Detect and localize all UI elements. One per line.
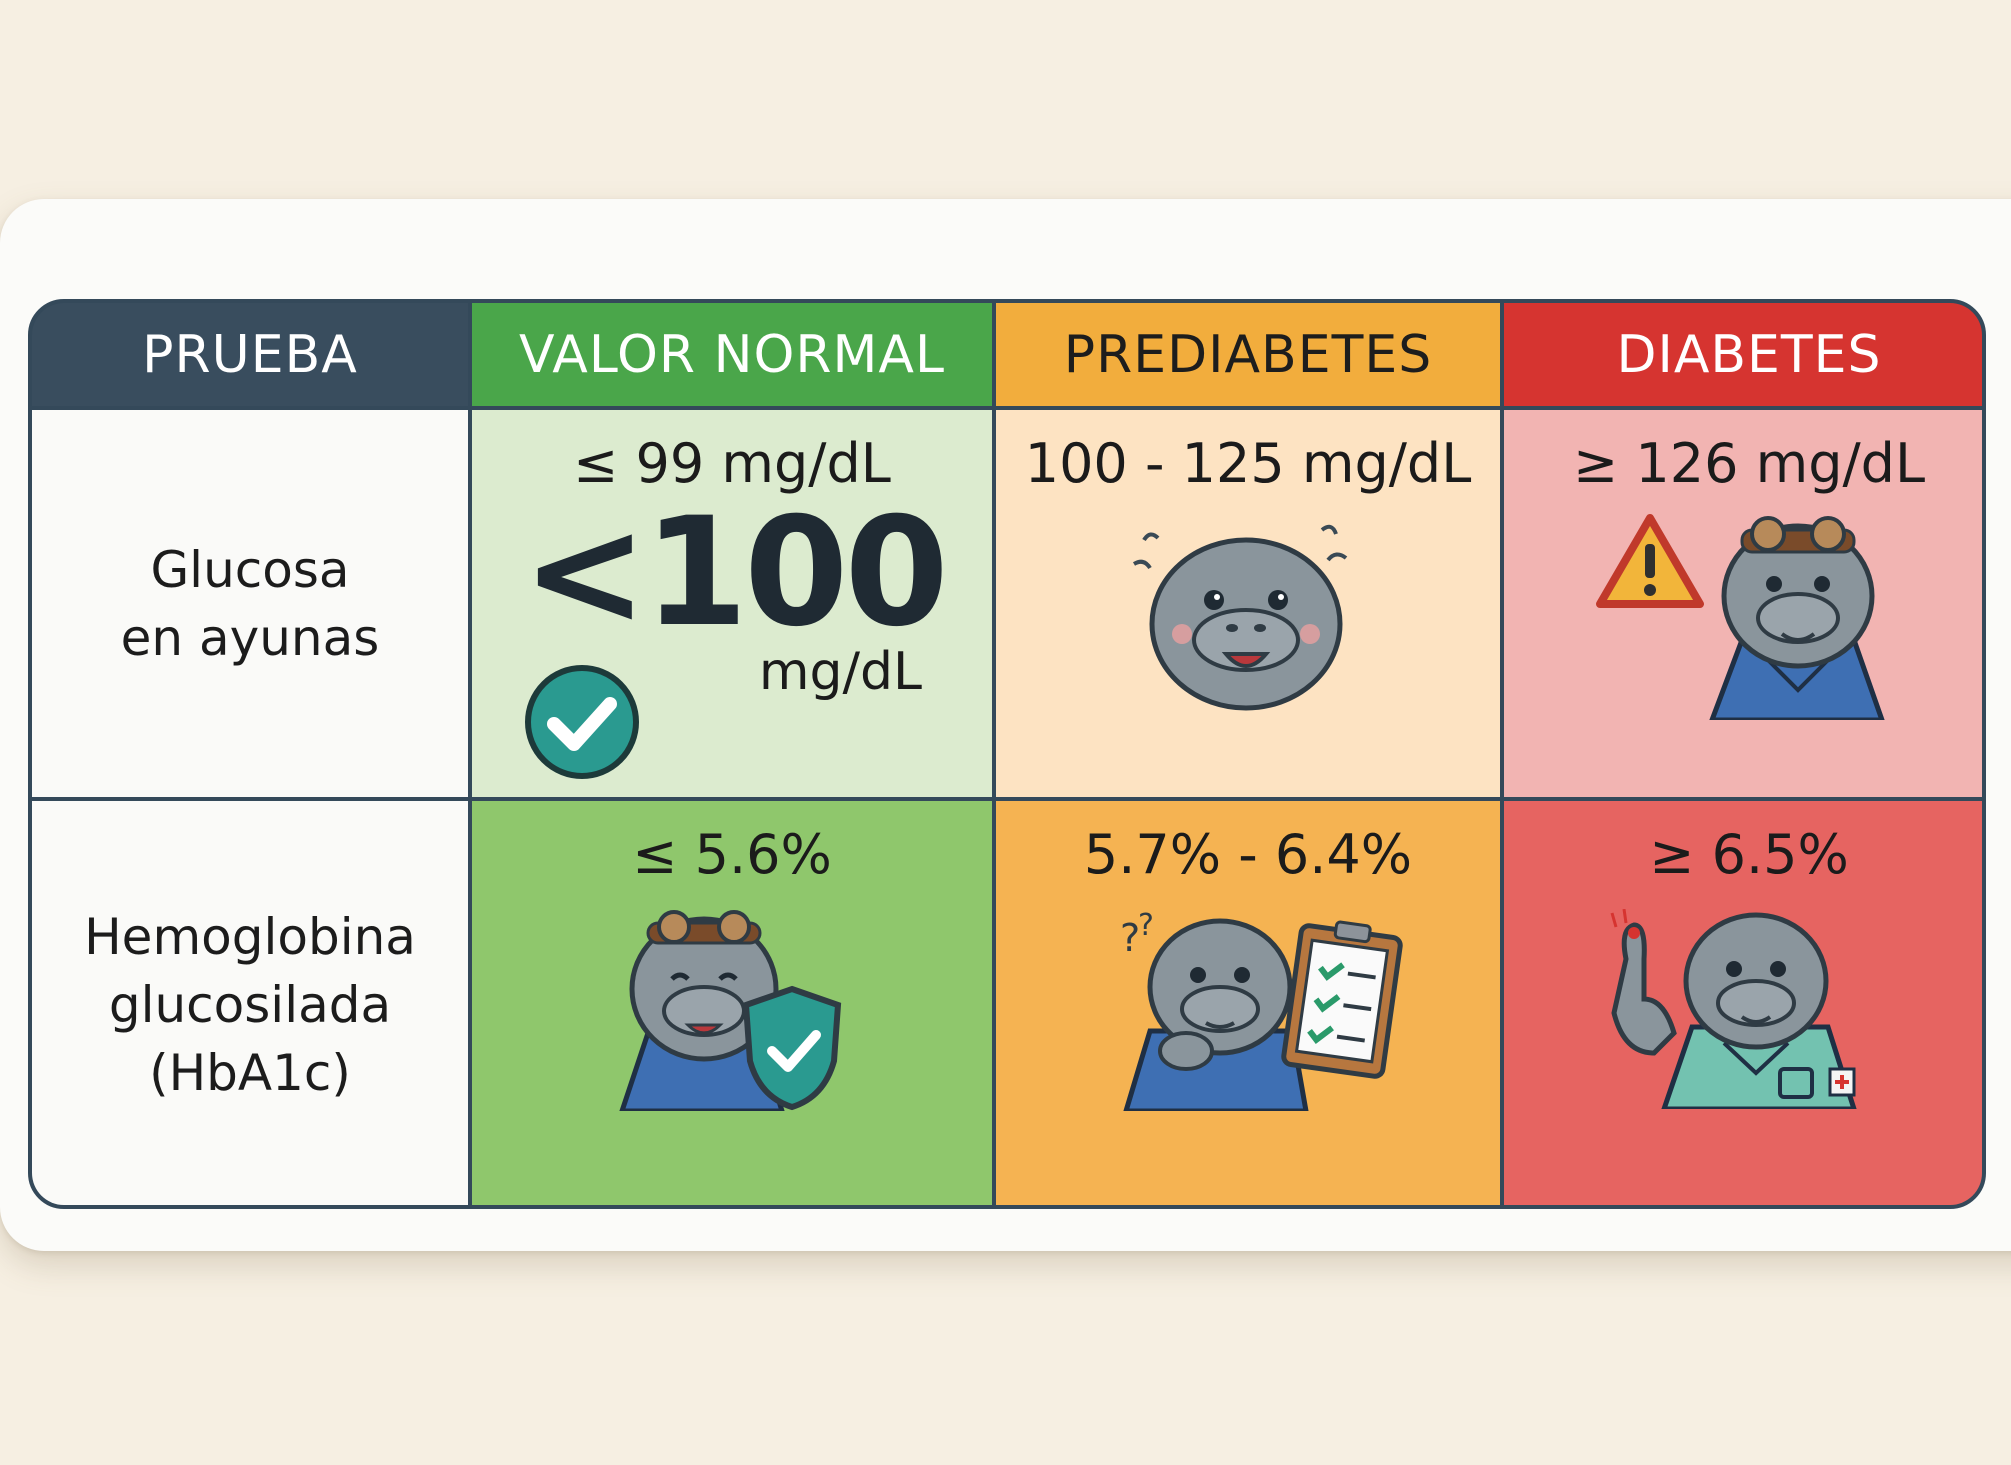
worried-manatee-icon [1132,524,1348,711]
header-test-label: PRUEBA [142,324,358,385]
row-fasting-label: Glucosa en ayunas [32,410,468,797]
hba1c-prediabetes-cell: 5.7% - 6.4% ? ? [996,801,1500,1205]
fasting-diabetes-value: ≥ 126 mg/dL [1572,432,1926,495]
header-normal: VALOR NORMAL [472,303,992,406]
finger-prick-manatee-icon [1610,909,1857,1109]
svg-text:?: ? [1138,911,1154,943]
header-normal-label: VALOR NORMAL [519,324,945,385]
header-prediabetes: PREDIABETES [996,303,1500,406]
hba1c-normal-value: ≤ 5.6% [632,823,832,886]
fasting-diabetes-cell: ≥ 126 mg/dL [1504,410,1982,797]
row-fasting-label-line1: Glucosa [150,540,350,599]
row-hba1c-label-line3: (HbA1c) [149,1044,351,1102]
fasting-prediabetes-cell: 100 - 125 mg/dL [996,410,1500,797]
clipboard-manatee-icon: ? ? [1120,911,1403,1111]
row-fasting-label-line2: en ayunas [120,608,380,667]
header-prediabetes-label: PREDIABETES [1063,324,1433,385]
header-test: PRUEBA [32,303,468,406]
hba1c-diabetes-value: ≥ 6.5% [1649,823,1849,886]
hba1c-diabetes-cell: ≥ 6.5% [1504,801,1982,1205]
fasting-normal-cell: ≤ 99 mg/dL <100 mg/dL [472,410,992,797]
warning-manatee-icon [1596,514,1885,720]
row-hba1c-label: Hemoglobina glucosilada (HbA1c) [32,801,468,1205]
header-diabetes-label: DIABETES [1616,324,1882,385]
hba1c-prediabetes-value: 5.7% - 6.4% [1083,823,1413,886]
row-hba1c-label-line1: Hemoglobina [84,908,416,966]
shield-manatee-icon [619,910,842,1111]
row-hba1c-label-line2: glucosilada [108,976,392,1034]
fasting-prediabetes-value: 100 - 125 mg/dL [1024,432,1472,495]
svg-text:?: ? [1120,916,1140,960]
check-circle-icon [525,665,639,779]
fasting-normal-highlight: <100 [522,486,949,660]
glucose-reference-table: PRUEBA VALOR NORMAL PREDIABETES DIABETES… [28,299,1986,1209]
fasting-normal-highlight-unit: mg/dL [758,642,922,702]
fasting-normal-value: ≤ 99 mg/dL [573,432,891,495]
header-diabetes: DIABETES [1504,303,1982,406]
hba1c-normal-cell: ≤ 5.6% [472,801,992,1205]
